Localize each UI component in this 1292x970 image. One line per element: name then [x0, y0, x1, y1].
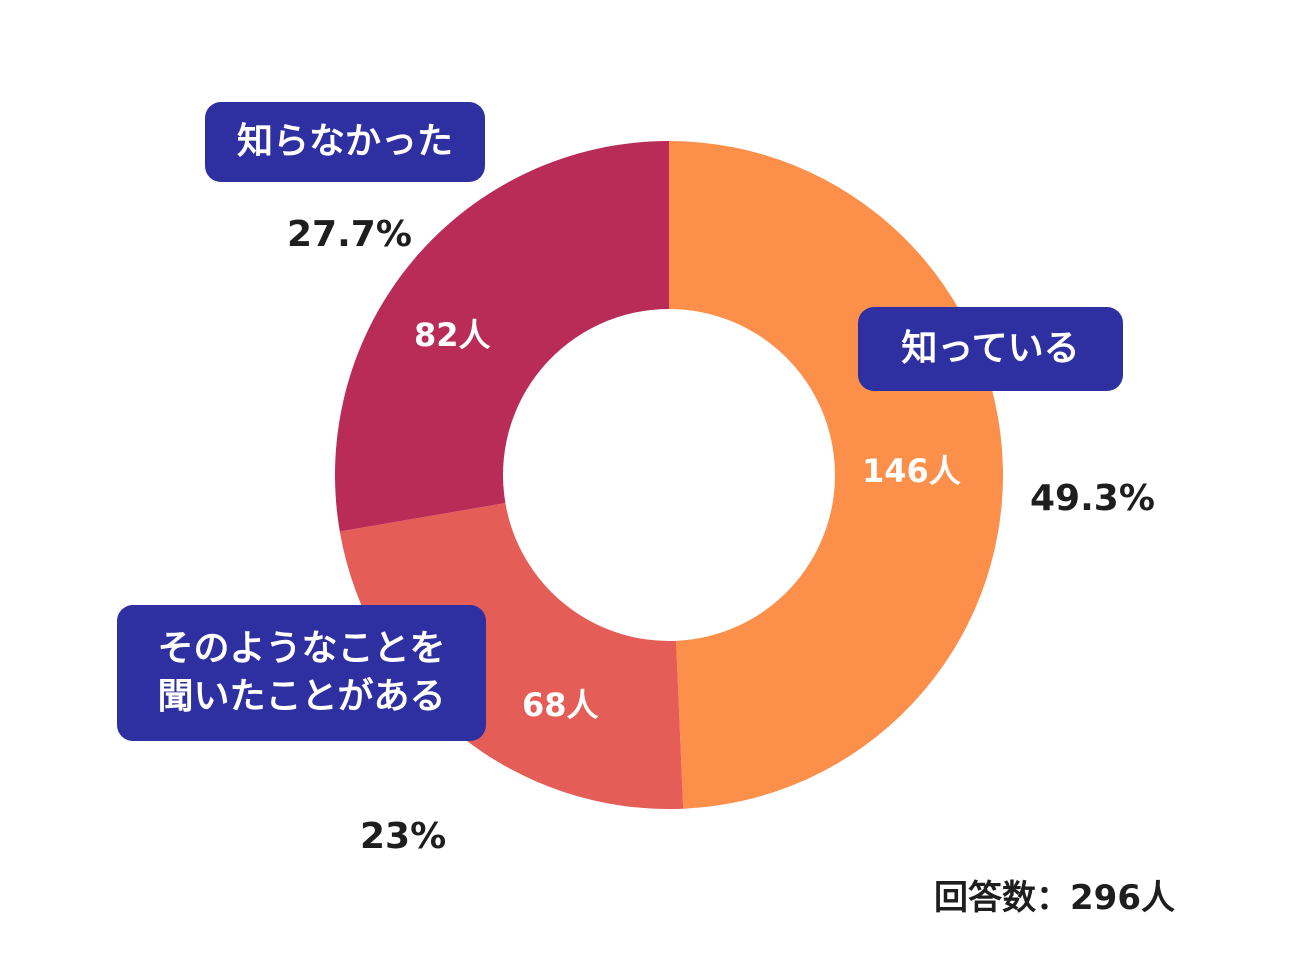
category-label-box-kiitakoto: そのようなことを 聞いたことがある — [117, 605, 486, 741]
count-label-shiranakatta: 82人 — [414, 316, 491, 354]
category-label-box-shiranakatta: 知らなかった — [205, 102, 485, 182]
slice-kiitakoto — [339, 503, 684, 809]
count-label-kiitakoto: 68人 — [522, 686, 599, 724]
percent-label-kiitakoto: 23% — [360, 816, 447, 857]
percent-label-shiranakatta: 27.7% — [287, 214, 412, 255]
total-respondents: 回答数：296人 — [934, 878, 1175, 918]
percent-label-shitteiru: 49.3% — [1030, 478, 1155, 519]
category-label-box-shitteiru: 知っている — [858, 307, 1123, 391]
count-label-shitteiru: 146人 — [862, 452, 961, 490]
slice-shiranakatta — [335, 141, 669, 532]
